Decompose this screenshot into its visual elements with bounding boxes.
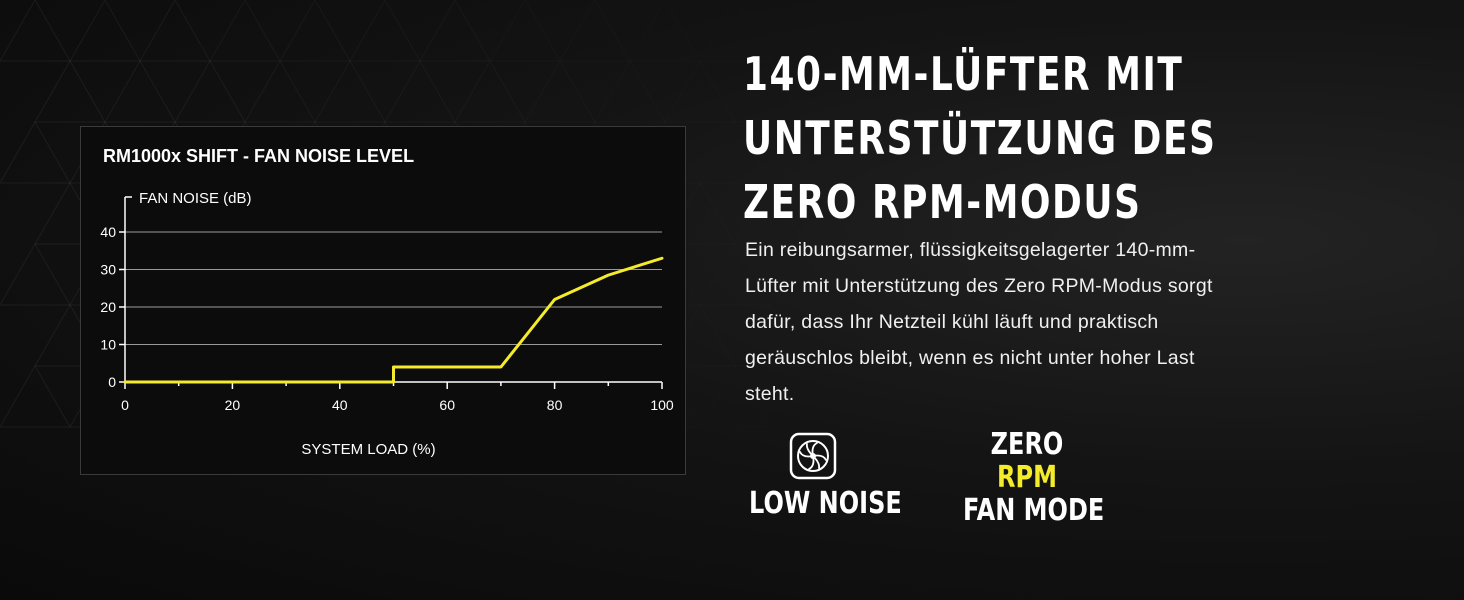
- background-triangle: [314, 59, 386, 123]
- x-tick-label: 100: [650, 397, 674, 413]
- background-triangle: [350, 0, 420, 61]
- fan-icon: [789, 432, 837, 480]
- y-tick-label: 0: [108, 374, 116, 390]
- background-triangle: [0, 242, 71, 306]
- feature-low-noise: LOW NOISE: [733, 432, 902, 521]
- y-axis-label: FAN NOISE (dB): [139, 190, 252, 207]
- background-triangle: [560, 0, 630, 61]
- headline: 140-mm-LÜFTER MIT UNTERSTÜTZUNG DES ZERO…: [743, 47, 1217, 229]
- background-triangle: [665, 61, 735, 122]
- x-tick-label: 80: [547, 397, 563, 413]
- background-triangle: [420, 0, 490, 61]
- y-tick-label: 20: [100, 299, 116, 315]
- zero-label: ZERO: [990, 427, 1064, 462]
- low-noise-label: LOW NOISE: [749, 486, 902, 521]
- x-tick-label: 40: [332, 397, 348, 413]
- background-triangle: [630, 0, 700, 61]
- background-triangle: [0, 0, 71, 62]
- chart-title: RM1000x SHIFT - FAN NOISE LEVEL: [103, 146, 414, 166]
- description: Ein reibungsarmer, flüssigkeitsgelagerte…: [745, 239, 1213, 405]
- background-triangle: [209, 0, 281, 62]
- background-triangle: [174, 59, 246, 123]
- background-triangle: [385, 61, 455, 122]
- fan-noise-line: [123, 256, 664, 384]
- background-triangle: [525, 61, 595, 122]
- x-axis-label: SYSTEM LOAD (%): [301, 441, 435, 458]
- fan-mode-label: FAN MODE: [963, 493, 1105, 528]
- background-triangle: [490, 0, 560, 61]
- y-tick-label: 30: [100, 262, 116, 278]
- x-tick-label: 0: [121, 397, 129, 413]
- background-triangle: [0, 120, 71, 184]
- x-tick-label: 60: [439, 397, 455, 413]
- background-triangle: [455, 61, 525, 122]
- fan-noise-chart: RM1000x SHIFT - FAN NOISE LEVEL FAN NOISE…: [80, 126, 686, 475]
- background-triangle: [139, 0, 211, 62]
- background-triangle: [595, 61, 665, 122]
- background-triangle: [69, 0, 141, 62]
- background-triangle: [34, 59, 106, 123]
- background-triangle: [0, 364, 71, 428]
- y-tick-label: 40: [100, 224, 116, 240]
- x-tick-label: 20: [225, 397, 241, 413]
- y-tick-label: 10: [100, 337, 116, 353]
- rpm-label: RPM: [997, 460, 1057, 495]
- background-triangle: [279, 0, 351, 62]
- feature-zero-rpm: ZERO RPM FAN MODE: [947, 428, 1107, 527]
- chart-svg: RM1000x SHIFT - FAN NOISE LEVEL FAN NOISE…: [100, 146, 674, 458]
- background-triangle: [104, 59, 176, 123]
- background-triangle: [244, 59, 316, 123]
